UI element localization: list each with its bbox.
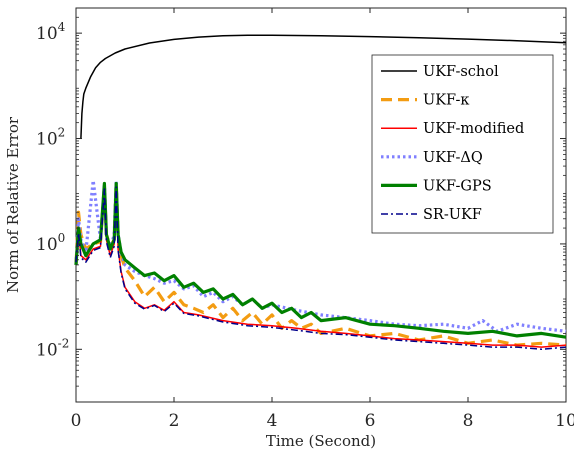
legend-label-5: SR-UKF [423,207,482,223]
legend-label-1: UKF-κ [423,93,469,109]
legend-box [371,54,554,234]
legend-label-3: UKF-ΔQ [423,150,483,166]
x-tick-label: 2 [169,411,180,431]
x-tick-label: 0 [71,411,82,431]
y-tick-label: 102 [36,126,65,150]
series-line-4 [74,181,567,339]
x-tick-label: 8 [463,411,474,431]
series-line-5 [75,186,567,351]
y-axis-title: Norm of Relative Error [4,116,22,293]
y-tick-label: 100 [36,231,65,255]
legend-label-0: UKF-schol [423,64,499,80]
x-axis-title: Time (Second) [266,432,376,450]
y-tick-label: 104 [36,20,66,44]
x-tick-label: 10 [555,411,574,431]
x-tick-label: 6 [365,411,376,431]
legend: UKF-schol UKF-κ UKF-modified UKF-ΔQ UKF-GPS S… [371,54,554,234]
series-line-0 [80,34,567,139]
y-tick-label: 10-2 [36,336,69,360]
series-layer [74,34,567,351]
legend-label-2: UKF-modified [423,121,524,137]
axis-layer: 0 2 4 6 8 10 10-2 100 102 104 [36,7,574,431]
x-tick-label: 4 [267,411,278,431]
legend-label-4: UKF-GPS [423,178,492,194]
